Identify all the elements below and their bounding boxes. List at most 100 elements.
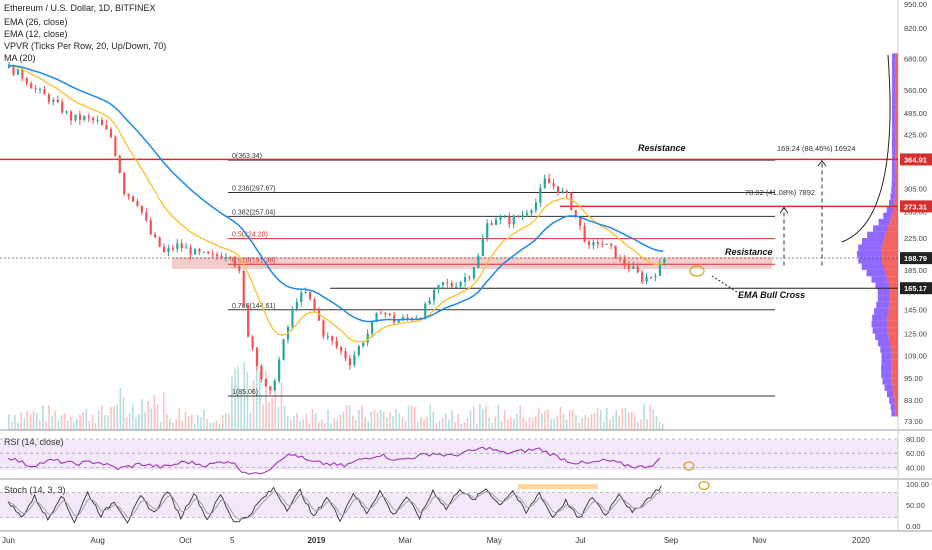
volume-bar — [559, 406, 562, 430]
candle-body — [534, 202, 538, 211]
volume-bar — [327, 409, 329, 430]
volume-bar — [252, 380, 255, 430]
volume-bar — [606, 408, 608, 430]
vpvr-bar-down — [895, 410, 898, 417]
volume-bar — [190, 414, 193, 430]
price-tick: 225.00 — [904, 234, 927, 243]
volume-bar — [541, 413, 543, 430]
candle-body — [552, 183, 555, 187]
volume-bar — [441, 417, 444, 430]
candle-body — [455, 286, 458, 288]
volume-bar — [97, 410, 100, 430]
volume-bar — [630, 411, 633, 430]
vpvr-bar-down — [892, 212, 898, 219]
resistance-zone — [172, 257, 772, 269]
x-tick-label: Jun — [2, 536, 15, 545]
arrow-head-2 — [817, 159, 827, 167]
volume-bar — [413, 406, 416, 430]
volume-bar — [234, 368, 236, 430]
candle-body — [69, 111, 73, 121]
vpvr-bar-up — [881, 371, 892, 379]
volume-bar — [147, 401, 150, 430]
volume-bar — [17, 422, 19, 430]
volume-bar — [339, 414, 342, 430]
indicator-vpvr[interactable]: VPVR (Ticks Per Row, 20, Up/Down, 70) — [4, 41, 167, 51]
volume-bar — [348, 405, 351, 430]
ema12-line — [7, 64, 664, 343]
candle-body — [269, 386, 272, 391]
volume-bar — [633, 415, 636, 430]
vpvr-bar-down — [895, 104, 898, 111]
candle-body — [140, 205, 144, 213]
candle-body — [521, 215, 524, 217]
candle-body — [627, 265, 630, 269]
volume-bar — [646, 419, 648, 430]
candle-body — [300, 292, 303, 302]
candle-body — [512, 216, 515, 225]
stoch-k-line — [7, 485, 662, 524]
vpvr-bar-up — [856, 250, 882, 258]
indicator-ema12[interactable]: EMA (12, close) — [4, 29, 68, 39]
volume-bar — [14, 415, 16, 430]
vpvr-bar-up — [858, 244, 883, 251]
volume-bar — [104, 415, 106, 430]
vpvr-bar-down — [895, 110, 898, 117]
vpvr-bar-up — [877, 289, 890, 296]
indicator-ema26[interactable]: EMA (26, close) — [4, 17, 68, 27]
candle-body — [490, 223, 493, 225]
volume-bar — [345, 405, 348, 430]
volume-bar — [475, 423, 478, 430]
vpvr-bar-up — [878, 218, 891, 226]
volume-bar — [460, 423, 463, 430]
candle-body — [118, 155, 121, 174]
vpvr-bar-up — [875, 333, 889, 340]
vpvr-bar-down — [895, 78, 898, 86]
candle-body — [601, 243, 604, 245]
volume-bar — [150, 408, 153, 430]
volume-bar — [23, 418, 26, 430]
x-tick-label: 2019 — [307, 536, 325, 545]
volume-bar — [283, 405, 286, 430]
fib-label-1: 1(85.06) — [232, 389, 258, 396]
volume-bar — [336, 419, 339, 430]
annotation-resistance-mid: Resistance — [725, 247, 773, 257]
candle-body — [565, 190, 569, 194]
volume-bar — [578, 422, 580, 430]
volume-bar — [593, 413, 596, 430]
volume-bar — [333, 418, 335, 430]
bull-cross-pointer — [711, 275, 738, 293]
vpvr-bar-down — [889, 289, 898, 296]
volume-bar — [590, 414, 593, 430]
price-tick: 145.00 — [904, 305, 927, 314]
volume-bar — [259, 370, 261, 430]
candle-body — [291, 310, 294, 328]
price-tick: 109.00 — [904, 352, 927, 361]
volume-bar — [386, 417, 388, 430]
vpvr-bar-down — [891, 371, 898, 379]
rsi-pane-label[interactable]: RSI (14, close) — [4, 437, 64, 447]
volume-bar — [627, 412, 630, 430]
candle-body — [632, 266, 635, 269]
candle-body — [437, 285, 440, 290]
price-tick: 185.00 — [904, 266, 927, 275]
stoch-pane-label[interactable]: Stoch (14, 3, 3) — [4, 485, 66, 495]
volume-bar — [228, 413, 230, 430]
candle-body — [21, 69, 24, 79]
volume-bar — [392, 416, 394, 430]
vpvr-bar-up — [891, 161, 896, 168]
volume-bar — [609, 419, 611, 430]
arrow-head-1 — [779, 206, 789, 214]
volume-bar — [172, 422, 174, 430]
vpvr-bar-down — [895, 72, 898, 79]
volume-bar — [624, 408, 627, 430]
indicator-ma20[interactable]: MA (20) — [4, 53, 36, 63]
volume-bar — [271, 397, 274, 430]
volume-bar — [35, 412, 38, 430]
volume-bar — [550, 418, 552, 430]
annotation-curve — [841, 54, 891, 243]
candle-body — [663, 259, 666, 263]
candle-body — [131, 196, 135, 202]
candle-body — [233, 257, 236, 267]
vpvr-bar-down — [895, 129, 898, 137]
